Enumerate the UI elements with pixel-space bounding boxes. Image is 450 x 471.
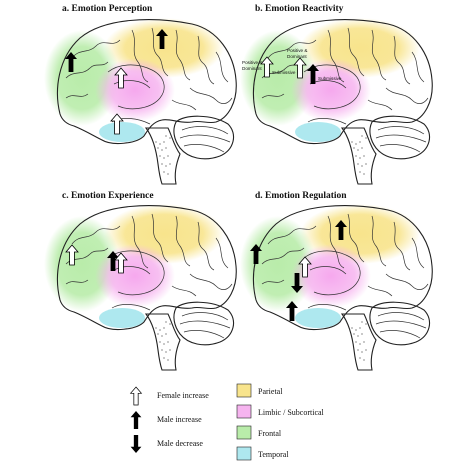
annotation-text: Positive & xyxy=(287,48,307,53)
annotation-text: Dominant xyxy=(287,54,307,59)
legend-label: Male decrease xyxy=(157,439,203,448)
legend-label: Limbic / Subcortical xyxy=(258,408,325,417)
black-up-arrow-icon xyxy=(130,411,142,429)
panel-emotion-regulation: d. Emotion Regulation xyxy=(239,191,433,371)
temporal-swatch xyxy=(236,446,252,461)
legend-label: Frontal xyxy=(258,429,282,438)
legend: Female increase Male increase Male decre… xyxy=(130,383,325,461)
limbic-swatch xyxy=(236,404,252,419)
white-up-arrow-icon xyxy=(130,386,142,406)
panel-title: d. Emotion Regulation xyxy=(255,191,347,201)
panel-title: b. Emotion Reactivity xyxy=(255,4,344,14)
legend-label: Temporal xyxy=(258,450,289,459)
annotation-text: Positive & xyxy=(242,60,262,65)
annotation-text: Submissive xyxy=(272,70,296,75)
legend-label: Female increase xyxy=(157,391,209,400)
panel-emotion-perception: a. Emotion Perception xyxy=(43,4,237,185)
annotation-text: Dominant xyxy=(242,66,262,71)
legend-label: Male increase xyxy=(157,415,202,424)
frontal-swatch xyxy=(236,425,252,440)
panel-title: a. Emotion Perception xyxy=(62,4,153,14)
annotation-text: Submissive xyxy=(318,76,342,81)
black-down-arrow-icon xyxy=(130,435,142,453)
panel-title: c. Emotion Experience xyxy=(62,191,154,201)
parietal-swatch xyxy=(236,383,252,398)
panel-emotion-reactivity: b. Emotion Reactivity Positive & Dominan… xyxy=(239,4,433,185)
legend-label: Parietal xyxy=(258,387,283,396)
panel-emotion-experience: c. Emotion Experience xyxy=(43,191,237,371)
